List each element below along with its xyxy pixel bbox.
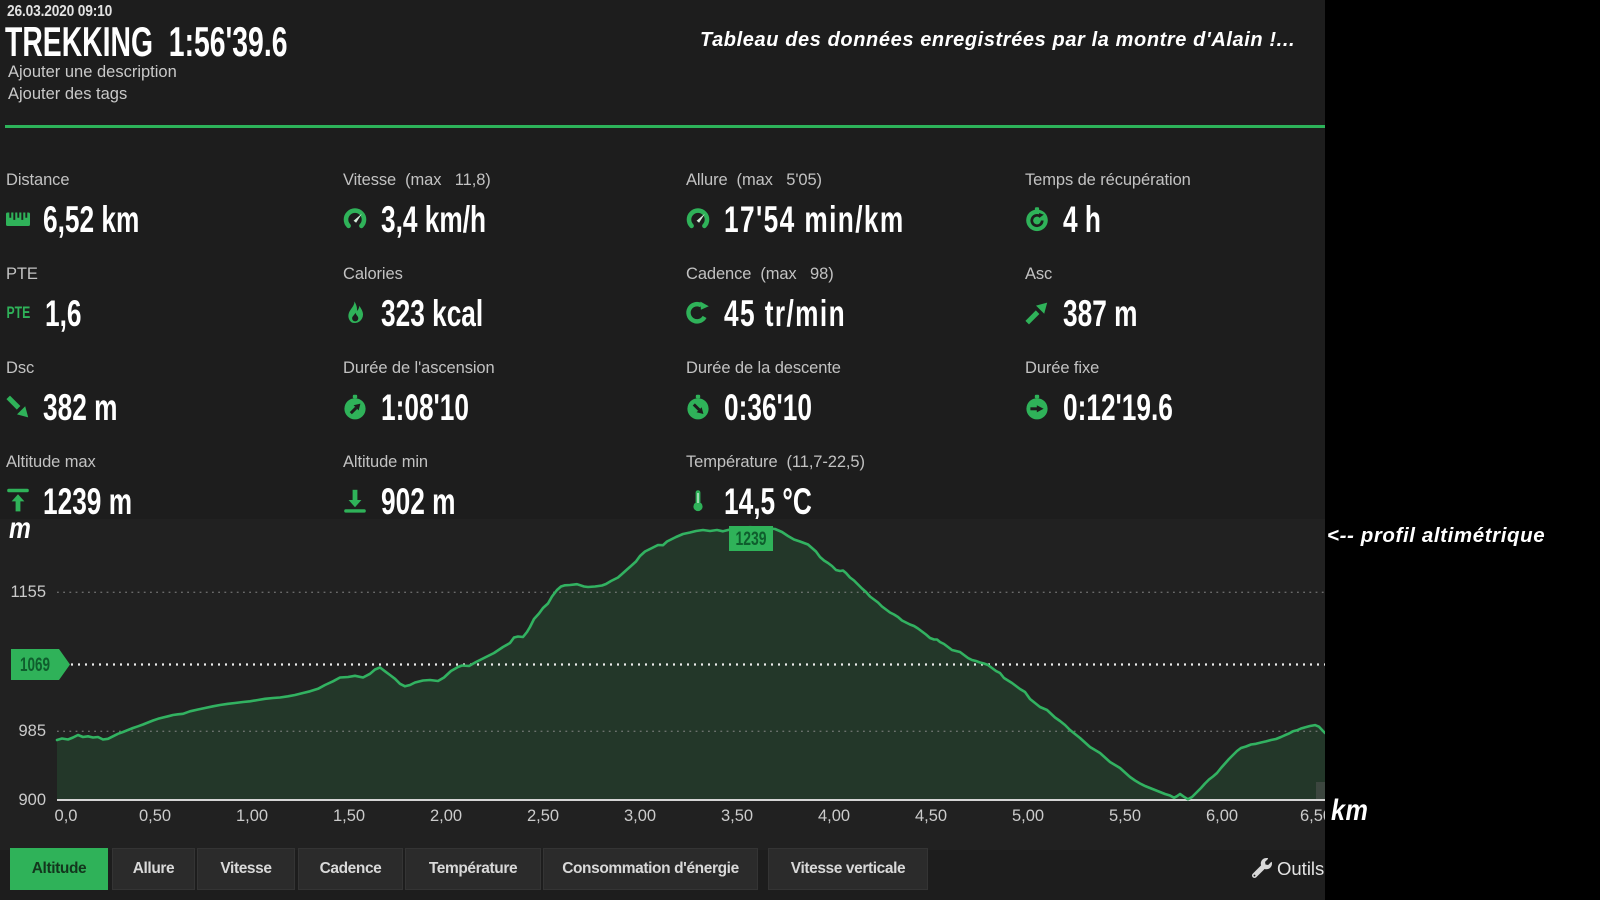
svg-text:2,50: 2,50 xyxy=(527,807,559,825)
svg-text:2,00: 2,00 xyxy=(430,807,462,825)
svg-text:0,50: 0,50 xyxy=(139,807,171,825)
svg-text:5,50: 5,50 xyxy=(1109,807,1141,825)
svg-text:1069: 1069 xyxy=(20,655,50,676)
svg-text:0,0: 0,0 xyxy=(55,807,78,825)
svg-text:6,50: 6,50 xyxy=(1300,807,1325,825)
svg-text:1,50: 1,50 xyxy=(333,807,365,825)
svg-text:4,00: 4,00 xyxy=(818,807,850,825)
svg-text:1155: 1155 xyxy=(11,583,46,601)
svg-text:3,00: 3,00 xyxy=(624,807,656,825)
svg-text:3,50: 3,50 xyxy=(721,807,753,825)
svg-text:900: 900 xyxy=(18,791,46,809)
svg-text:4,50: 4,50 xyxy=(915,807,947,825)
svg-text:1239: 1239 xyxy=(736,529,767,550)
svg-text:6,00: 6,00 xyxy=(1206,807,1238,825)
svg-text:1,00: 1,00 xyxy=(236,807,268,825)
svg-text:5,00: 5,00 xyxy=(1012,807,1044,825)
svg-text:985: 985 xyxy=(18,722,46,740)
